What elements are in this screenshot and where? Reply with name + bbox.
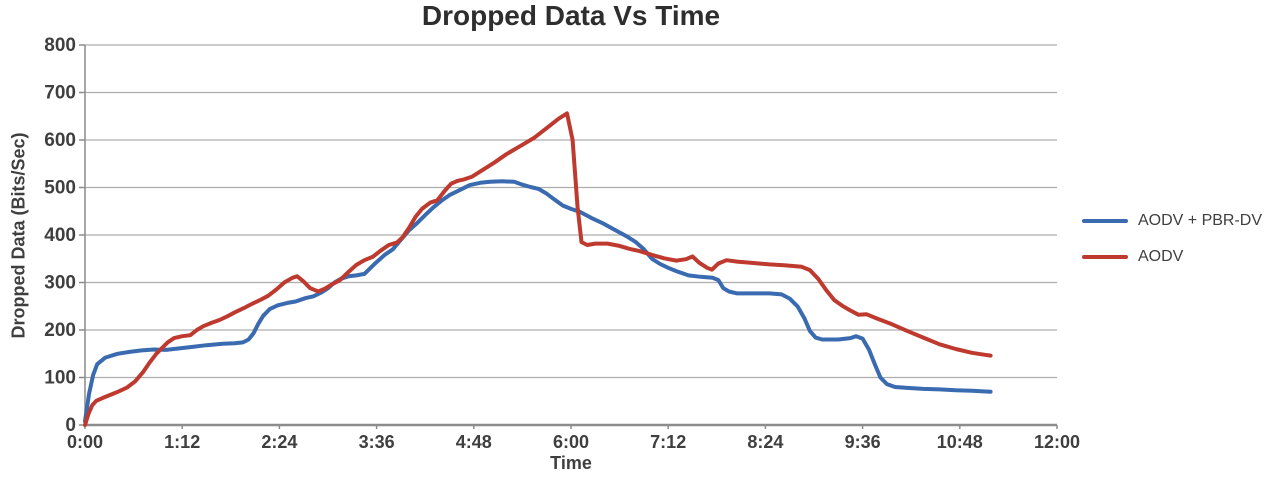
x-tick-label: 0:00	[67, 432, 103, 452]
x-axis-title: Time	[550, 453, 592, 473]
x-tick-label: 2:24	[261, 432, 297, 452]
series-line-aodv	[83, 111, 993, 427]
y-tick-label: 200	[44, 320, 76, 341]
series-line-aodv-pbr-dv	[83, 179, 993, 424]
y-tick-label: 800	[44, 35, 76, 56]
y-tick-label: 500	[44, 178, 76, 199]
x-tick-label: 6:00	[553, 432, 589, 452]
legend-item-aodv-pbr-dv: AODV + PBR-DV	[1082, 208, 1262, 233]
y-tick-label: 100	[44, 368, 76, 389]
y-tick-label: 600	[44, 130, 76, 151]
x-tick-label: 9:36	[845, 432, 881, 452]
legend-item-aodv: AODV	[1082, 244, 1262, 269]
legend-label-aodv: AODV	[1138, 247, 1184, 265]
legend: AODV + PBR-DV AODV	[1082, 208, 1262, 269]
x-tick-label: 10:48	[937, 432, 983, 452]
y-tick-label: 300	[44, 273, 76, 294]
legend-label-aodv-pbr-dv: AODV + PBR-DV	[1138, 211, 1263, 229]
y-tick-label: 400	[44, 225, 76, 246]
legend-line-swatch-red	[1082, 254, 1128, 259]
x-tick-label: 12:00	[1034, 432, 1080, 452]
chart-title: Dropped Data Vs Time	[421, 0, 721, 31]
x-tick-label: 7:12	[650, 432, 686, 452]
legend-line-swatch-blue	[1082, 218, 1128, 223]
x-tick-label: 4:48	[456, 432, 492, 452]
x-tick-label: 8:24	[747, 432, 783, 452]
y-tick-label: 0	[65, 415, 76, 436]
x-tick-label: 1:12	[164, 432, 200, 452]
x-tick-label: 3:36	[359, 432, 395, 452]
y-tick-label: 700	[44, 83, 76, 104]
